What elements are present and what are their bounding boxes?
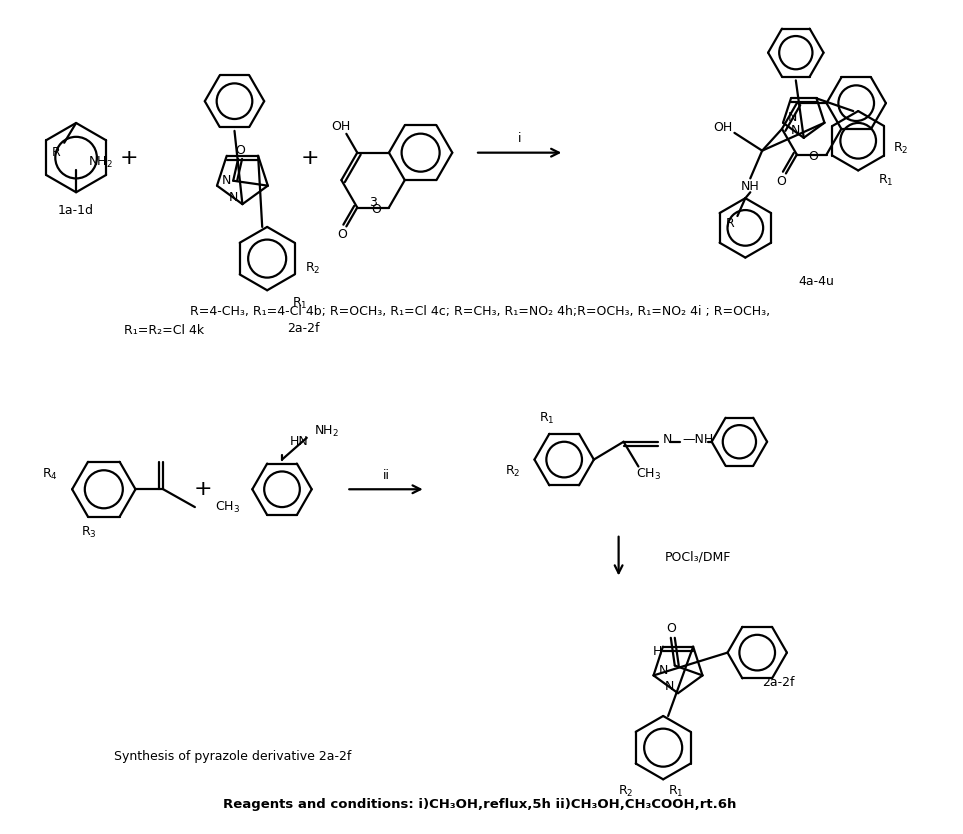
Text: R$_2$: R$_2$: [506, 464, 521, 479]
Text: +: +: [119, 148, 138, 168]
Text: H: H: [652, 646, 662, 658]
Text: O: O: [337, 228, 347, 241]
Text: ii: ii: [382, 469, 389, 482]
Text: OH: OH: [331, 119, 350, 133]
Text: 1a-1d: 1a-1d: [58, 203, 94, 217]
Text: NH: NH: [741, 180, 760, 193]
Text: R: R: [726, 218, 735, 230]
Text: N: N: [788, 111, 797, 124]
Text: 2a-2f: 2a-2f: [762, 676, 794, 689]
Text: +: +: [300, 148, 319, 168]
Text: R$_1$: R$_1$: [292, 295, 307, 311]
Text: O: O: [235, 143, 245, 157]
Text: R$_3$: R$_3$: [81, 525, 97, 540]
Text: R$_2$: R$_2$: [304, 261, 321, 276]
Text: N: N: [664, 680, 674, 693]
Text: NH$_2$: NH$_2$: [88, 155, 113, 170]
Text: R$_2$: R$_2$: [893, 141, 908, 156]
Text: O: O: [809, 150, 819, 163]
Text: Synthesis of pyrazole derivative 2a-2f: Synthesis of pyrazole derivative 2a-2f: [114, 750, 351, 763]
Text: i: i: [518, 133, 521, 145]
Text: +: +: [194, 480, 212, 500]
Text: R$_2$: R$_2$: [618, 784, 634, 799]
Text: R₁=R₂=Cl 4k: R₁=R₂=Cl 4k: [123, 324, 204, 338]
Text: N: N: [791, 124, 800, 138]
Text: O: O: [776, 174, 787, 188]
Text: 4a-4u: 4a-4u: [798, 275, 835, 288]
Text: —NH: —NH: [682, 434, 714, 446]
Text: N: N: [659, 664, 668, 677]
Text: R$_1$: R$_1$: [538, 410, 554, 425]
Text: POCl₃/DMF: POCl₃/DMF: [664, 550, 731, 563]
Text: CH$_3$: CH$_3$: [636, 467, 661, 482]
Text: HN: HN: [290, 435, 309, 448]
Text: Reagents and conditions: i)CH₃OH,reflux,5h ii)CH₃OH,CH₃COOH,rt.6h: Reagents and conditions: i)CH₃OH,reflux,…: [223, 797, 737, 811]
Text: R$_1$: R$_1$: [878, 173, 894, 188]
Text: R: R: [52, 146, 61, 159]
Text: NH$_2$: NH$_2$: [314, 425, 339, 440]
Text: N: N: [229, 191, 239, 203]
Text: N: N: [221, 174, 231, 187]
Text: 3: 3: [369, 196, 377, 208]
Text: CH$_3$: CH$_3$: [215, 500, 240, 515]
Text: 2a-2f: 2a-2f: [287, 323, 320, 335]
Text: N: N: [664, 434, 672, 446]
Text: O: O: [665, 622, 676, 636]
Text: O: O: [371, 203, 381, 216]
Text: OH: OH: [713, 122, 732, 134]
Text: R$_1$: R$_1$: [668, 784, 684, 799]
Text: R=4-CH₃, R₁=4-Cl 4b; R=OCH₃, R₁=Cl 4c; R=CH₃, R₁=NO₂ 4h;R=OCH₃, R₁=NO₂ 4i ; R=OC: R=4-CH₃, R₁=4-Cl 4b; R=OCH₃, R₁=Cl 4c; R…: [190, 304, 770, 318]
Text: R$_4$: R$_4$: [42, 467, 59, 482]
